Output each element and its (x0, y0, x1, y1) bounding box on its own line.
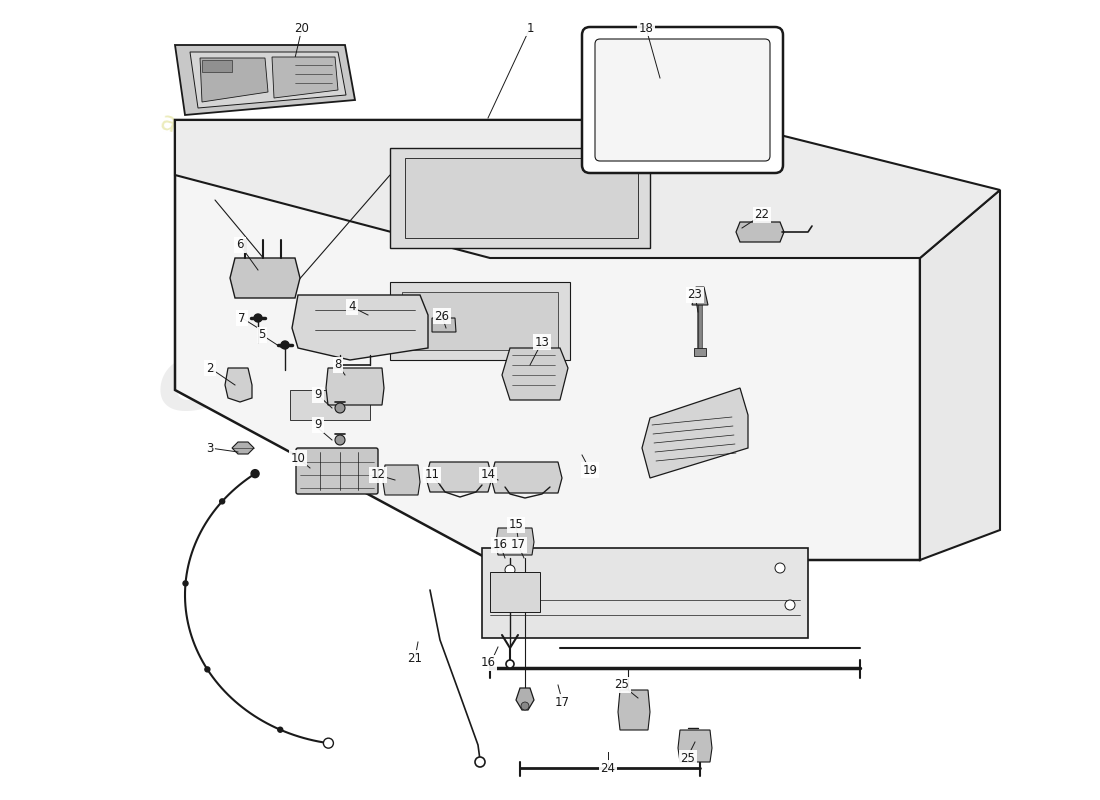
Text: 26: 26 (434, 310, 450, 322)
Text: 1: 1 (526, 22, 534, 34)
Polygon shape (482, 548, 808, 638)
FancyBboxPatch shape (582, 27, 783, 173)
Polygon shape (692, 287, 708, 305)
Polygon shape (292, 295, 428, 360)
Text: 25: 25 (681, 751, 695, 765)
Text: 18: 18 (639, 22, 653, 34)
Polygon shape (226, 368, 252, 402)
Circle shape (323, 738, 333, 748)
Text: 9: 9 (315, 389, 321, 402)
Text: 20: 20 (295, 22, 309, 34)
Circle shape (506, 660, 514, 668)
Text: 2: 2 (207, 362, 213, 374)
Circle shape (336, 403, 345, 413)
Polygon shape (920, 190, 1000, 560)
Polygon shape (230, 258, 300, 298)
Text: 11: 11 (425, 469, 440, 482)
Text: europarts: europarts (157, 338, 679, 430)
Polygon shape (390, 148, 650, 248)
Text: 25: 25 (615, 678, 629, 691)
Polygon shape (402, 292, 558, 350)
Text: 9: 9 (315, 418, 321, 431)
Text: 21: 21 (407, 651, 422, 665)
FancyBboxPatch shape (296, 448, 378, 494)
Circle shape (277, 727, 283, 732)
Circle shape (205, 667, 210, 672)
Polygon shape (694, 348, 706, 356)
Text: 3: 3 (207, 442, 213, 454)
Text: 13: 13 (535, 335, 549, 349)
Polygon shape (426, 462, 492, 492)
Circle shape (515, 600, 525, 610)
Circle shape (254, 314, 262, 322)
Text: 17: 17 (554, 695, 570, 709)
Circle shape (475, 757, 485, 767)
Polygon shape (175, 120, 1000, 258)
Polygon shape (190, 52, 346, 108)
Polygon shape (736, 222, 784, 242)
Text: 12: 12 (371, 469, 385, 482)
Circle shape (280, 341, 289, 349)
Polygon shape (432, 318, 456, 332)
Polygon shape (642, 388, 748, 478)
Polygon shape (272, 57, 338, 98)
Polygon shape (678, 730, 712, 762)
Text: 19: 19 (583, 463, 597, 477)
Polygon shape (390, 282, 570, 360)
Polygon shape (502, 348, 568, 400)
Text: 23: 23 (688, 289, 703, 302)
Polygon shape (326, 368, 384, 405)
Text: 4: 4 (349, 301, 355, 314)
Polygon shape (175, 120, 920, 560)
Polygon shape (175, 45, 355, 115)
Text: 6: 6 (236, 238, 244, 251)
Circle shape (521, 702, 529, 710)
Polygon shape (290, 390, 370, 420)
Text: 17: 17 (510, 538, 526, 551)
Text: 24: 24 (601, 762, 616, 774)
Polygon shape (496, 528, 534, 555)
Polygon shape (202, 60, 232, 72)
Text: 7: 7 (239, 311, 245, 325)
Circle shape (505, 565, 515, 575)
Text: 16: 16 (481, 657, 495, 670)
Text: 5: 5 (258, 329, 266, 342)
Circle shape (183, 581, 188, 586)
Text: a passion for parts since 1985: a passion for parts since 1985 (156, 109, 548, 243)
Circle shape (785, 600, 795, 610)
Polygon shape (200, 58, 268, 102)
FancyBboxPatch shape (595, 39, 770, 161)
Polygon shape (232, 442, 254, 454)
Circle shape (776, 563, 785, 573)
Polygon shape (405, 158, 638, 238)
Text: 8: 8 (334, 358, 342, 371)
Text: 16: 16 (493, 538, 507, 551)
Polygon shape (383, 465, 420, 495)
Text: 10: 10 (290, 451, 306, 465)
Polygon shape (516, 688, 534, 710)
Circle shape (336, 435, 345, 445)
Circle shape (251, 470, 260, 478)
Text: 22: 22 (755, 209, 770, 222)
Text: 15: 15 (508, 518, 524, 531)
Polygon shape (490, 572, 540, 612)
Text: 14: 14 (481, 469, 495, 482)
Polygon shape (618, 690, 650, 730)
Polygon shape (491, 462, 562, 493)
Circle shape (220, 499, 224, 504)
